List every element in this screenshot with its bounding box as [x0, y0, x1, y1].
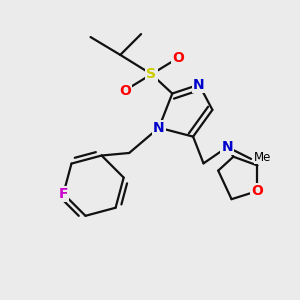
Text: N: N: [153, 121, 165, 135]
Text: N: N: [221, 140, 233, 154]
Text: S: S: [146, 67, 157, 81]
Text: O: O: [119, 84, 131, 98]
Text: N: N: [193, 78, 205, 92]
Text: O: O: [172, 51, 184, 65]
Text: O: O: [251, 184, 263, 198]
Text: F: F: [58, 187, 68, 201]
Text: Me: Me: [254, 151, 272, 164]
